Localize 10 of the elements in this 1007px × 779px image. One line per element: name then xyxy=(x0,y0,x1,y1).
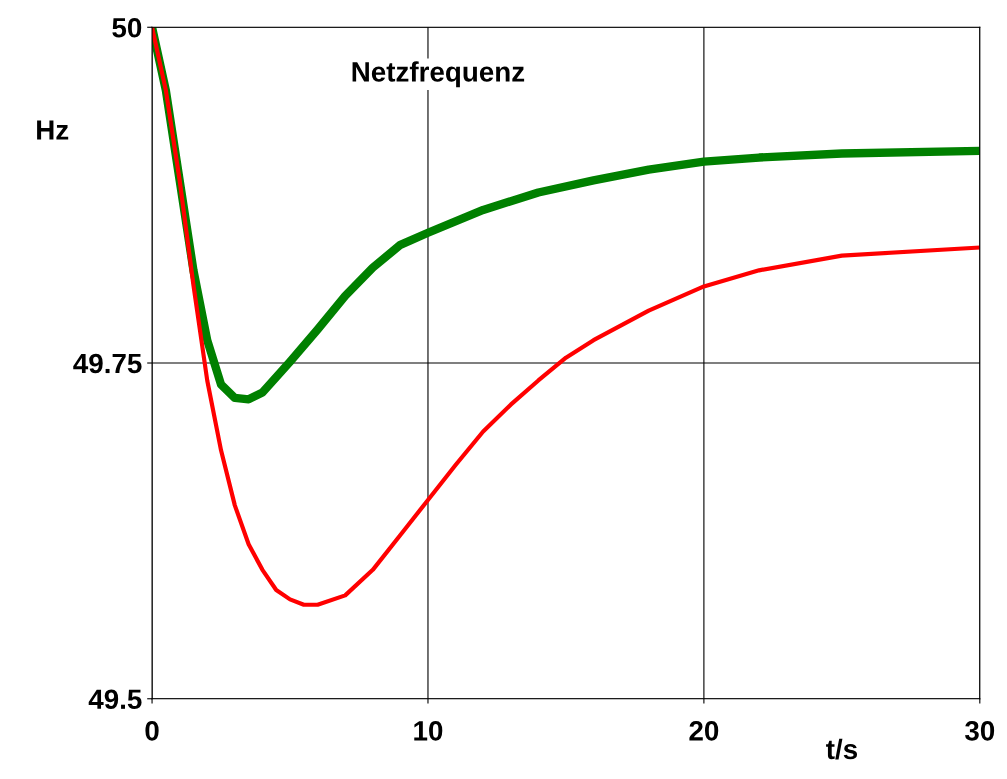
x-axis-title: t/s xyxy=(826,738,858,760)
x-tick-label: 20 xyxy=(689,721,719,741)
x-tick-label: 30 xyxy=(965,721,995,741)
y-tick-label: 49.75 xyxy=(73,353,142,374)
x-tick-label: 0 xyxy=(145,721,159,741)
y-tick-label: 50 xyxy=(112,17,142,38)
y-tick-label: 49.5 xyxy=(88,689,142,710)
y-axis-title: Hz xyxy=(37,120,69,140)
x-tick-label: 10 xyxy=(414,721,443,741)
text: Netzfrequenz xyxy=(352,61,525,88)
